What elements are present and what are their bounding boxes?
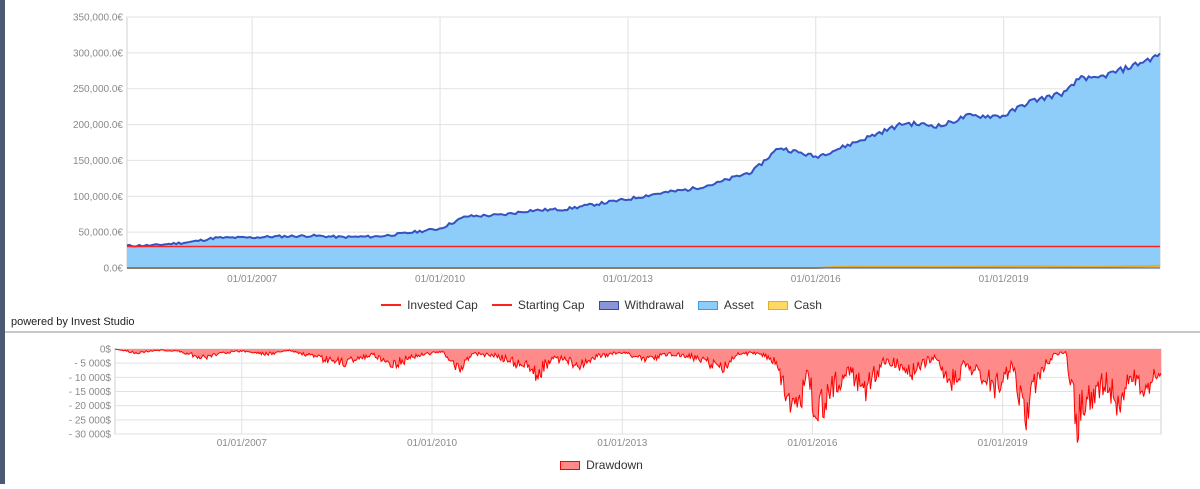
legend-swatch [697, 300, 718, 310]
legend-label: Starting Cap [517, 298, 585, 312]
x-tick-label: 01/01/2013 [603, 274, 653, 285]
portfolio-value-chart: 0.0€ 50,000.0€ 100,000.0€ 150,000.0€ 200,000… [73, 13, 1161, 285]
y-tick-label: 300,000.0€ [73, 48, 123, 59]
y-tick-label: 150,000.0€ [73, 156, 123, 167]
y-tick-label: - 10 000$ [69, 373, 112, 384]
legend-label: Withdrawal [624, 298, 684, 312]
asset-series-area [127, 53, 1160, 269]
y-tick-label: - 5 000$ [74, 359, 111, 370]
drawdown-chart-panel: 0$ - 5 000$ - 10 000$ - 15 000$ - 20 000$ - 2… [5, 336, 1198, 484]
powered-by-label: powered by Invest Studio [11, 316, 135, 328]
legend-item-cash[interactable]: Cash [767, 298, 822, 312]
panel-divider [5, 331, 1200, 333]
asset-series-line [126, 52, 1161, 248]
portfolio-chart-legend: Invested Cap Starting Cap Withdrawal Asset C… [5, 298, 1198, 312]
legend-label: Cash [793, 298, 822, 312]
y-tick-label: - 15 000$ [69, 387, 112, 398]
x-tick-label: 01/01/2019 [978, 438, 1028, 449]
x-tick-label: 01/01/2010 [415, 274, 465, 285]
drawdown-chart-legend: Drawdown [5, 458, 1198, 472]
x-tick-label: 01/01/2016 [787, 438, 837, 449]
y-tick-label: 350,000.0€ [73, 13, 123, 24]
legend-swatch [767, 300, 788, 310]
legend-item-starting-cap[interactable]: Starting Cap [491, 298, 585, 312]
x-tick-label: 01/01/2016 [791, 274, 841, 285]
window-left-edge [0, 0, 5, 484]
legend-item-drawdown[interactable]: Drawdown [560, 458, 643, 472]
y-tick-label: 0.0€ [104, 264, 124, 275]
legend-item-withdrawal[interactable]: Withdrawal [598, 298, 684, 312]
legend-item-asset[interactable]: Asset [697, 298, 754, 312]
portfolio-chart-panel: 0.0€ 50,000.0€ 100,000.0€ 150,000.0€ 200,000… [5, 0, 1198, 331]
x-tick-label: 01/01/2010 [407, 438, 457, 449]
drawdown-series-line [114, 348, 1162, 443]
x-tick-label: 01/01/2019 [979, 274, 1029, 285]
legend-swatch [598, 300, 619, 310]
legend-label: Drawdown [586, 458, 643, 472]
legend-swatch [560, 460, 581, 470]
x-tick-label: 01/01/2007 [227, 274, 277, 285]
drawdown-chart: 0$ - 5 000$ - 10 000$ - 15 000$ - 20 000$ - 2… [69, 345, 1162, 449]
y-tick-label: 100,000.0€ [73, 192, 123, 203]
y-tick-label: - 25 000$ [69, 415, 112, 426]
x-tick-label: 01/01/2013 [597, 438, 647, 449]
legend-swatch [381, 304, 402, 306]
legend-label: Invested Cap [407, 298, 478, 312]
y-tick-label: - 20 000$ [69, 401, 112, 412]
x-tick-label: 01/01/2007 [217, 438, 267, 449]
legend-item-invested-cap[interactable]: Invested Cap [381, 298, 478, 312]
y-tick-label: - 30 000$ [69, 430, 112, 441]
y-tick-label: 250,000.0€ [73, 84, 123, 95]
y-tick-label: 50,000.0€ [79, 228, 124, 239]
legend-swatch [491, 304, 512, 306]
y-tick-label: 0$ [100, 345, 112, 356]
legend-label: Asset [723, 298, 754, 312]
y-tick-label: 200,000.0€ [73, 120, 123, 131]
